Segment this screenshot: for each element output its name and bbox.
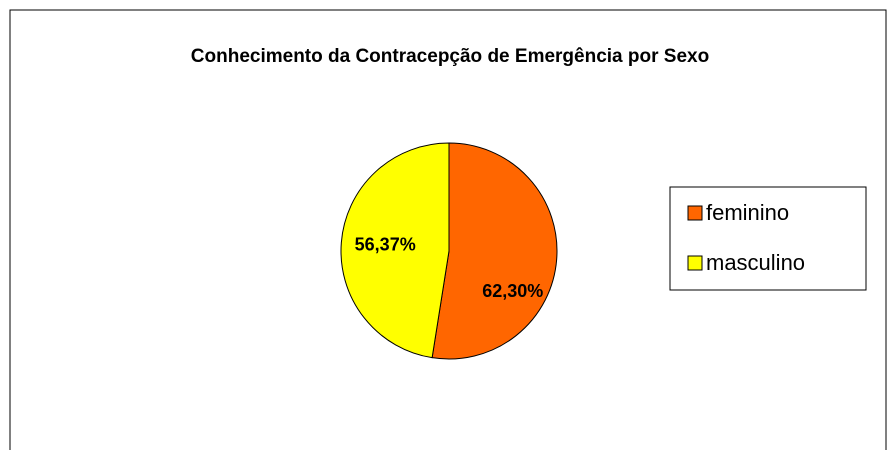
legend-swatch (687, 205, 703, 221)
legend-label: masculino (706, 250, 805, 275)
legend-label: feminino (706, 200, 789, 225)
data-label: 62,30% (482, 281, 543, 301)
legend-swatch (687, 255, 703, 271)
chart-title: Conhecimento da Contracepção de Emergênc… (190, 46, 710, 67)
pie-slice (431, 142, 558, 360)
data-label: 56,37% (355, 235, 416, 255)
legend-box (669, 186, 867, 291)
pie-slice (340, 142, 450, 359)
